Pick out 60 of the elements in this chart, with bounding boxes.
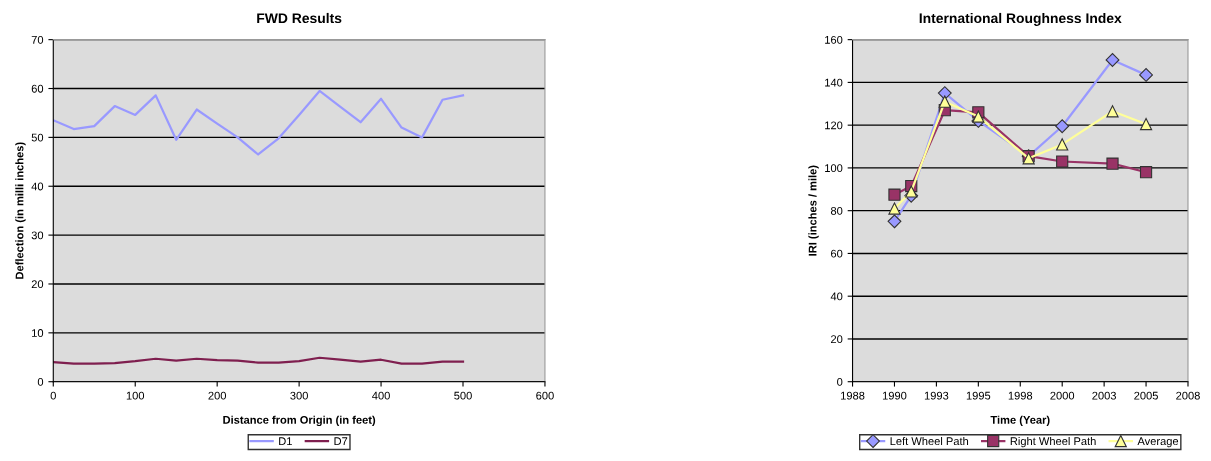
point — [905, 185, 918, 198]
point — [887, 214, 902, 229]
x-axis-title: Time (Year) — [990, 415, 1050, 427]
y-tick-label: 60 — [831, 249, 843, 258]
point — [1106, 105, 1119, 118]
y-tick-label: 10 — [32, 329, 44, 337]
point — [1105, 53, 1120, 67]
x-tick-label: 500 — [454, 391, 472, 400]
x-tick-label: 600 — [536, 391, 554, 400]
y-tick-label: 120 — [825, 121, 843, 130]
point — [938, 95, 951, 108]
point — [1055, 119, 1070, 134]
y-tick-label: 60 — [31, 84, 44, 93]
y-tick-label: 140 — [825, 78, 843, 87]
legend-label: D7 — [334, 437, 348, 445]
point — [1139, 117, 1153, 131]
y-tick-label: 70 — [31, 35, 44, 44]
chart-title: International Roughness Index — [919, 12, 1122, 26]
x-tick-label: 1998 — [1008, 391, 1033, 400]
legend-label: Right Wheel Path — [1010, 436, 1096, 448]
point — [972, 110, 985, 123]
x-tick-label: 100 — [126, 391, 145, 400]
x-tick-label: 2008 — [1176, 391, 1200, 400]
y-tick-label: 20 — [831, 335, 843, 344]
point — [1056, 155, 1069, 168]
x-tick-label: 200 — [208, 391, 227, 400]
x-tick-label: 1988 — [841, 391, 865, 400]
point — [1106, 157, 1119, 170]
x-axis-title: Distance from Origin (in feet) — [223, 415, 376, 427]
x-tick-label: 2003 — [1092, 391, 1116, 400]
x-tick-label: 2005 — [1134, 391, 1158, 400]
legend-label: D1 — [279, 437, 292, 445]
x-tick-label: 1993 — [924, 391, 949, 400]
x-tick-label: 400 — [372, 391, 390, 400]
y-tick-label: 0 — [837, 377, 843, 386]
y-tick-label: 80 — [830, 206, 843, 215]
y-axis-title: Deflection (in milli inches) — [15, 142, 26, 279]
y-tick-label: 40 — [830, 292, 843, 301]
point — [888, 202, 901, 215]
x-tick-label: 2000 — [1050, 391, 1075, 400]
legend-label: Left Wheel Path — [890, 436, 969, 446]
y-tick-label: 50 — [31, 133, 44, 142]
x-tick-label: 0 — [50, 391, 56, 400]
legend-label: Average — [1137, 437, 1179, 448]
line-series — [53, 89, 465, 156]
y-tick-label: 160 — [825, 35, 843, 44]
point — [888, 188, 901, 201]
y-tick-label: 100 — [825, 164, 843, 173]
point — [1139, 166, 1153, 179]
y-tick-label: 40 — [31, 182, 44, 191]
x-tick-label: 300 — [290, 391, 308, 400]
y-tick-label: 0 — [37, 377, 44, 386]
point — [1056, 138, 1069, 151]
x-tick-label: 1995 — [966, 391, 991, 400]
y-tick-label: 20 — [31, 280, 44, 289]
x-tick-label: 1990 — [882, 391, 907, 400]
chart-title: FWD Results — [257, 12, 342, 24]
point — [1139, 67, 1153, 82]
y-tick-label: 30 — [31, 231, 44, 240]
y-axis-title: IRI (inches / mile) — [808, 165, 819, 256]
